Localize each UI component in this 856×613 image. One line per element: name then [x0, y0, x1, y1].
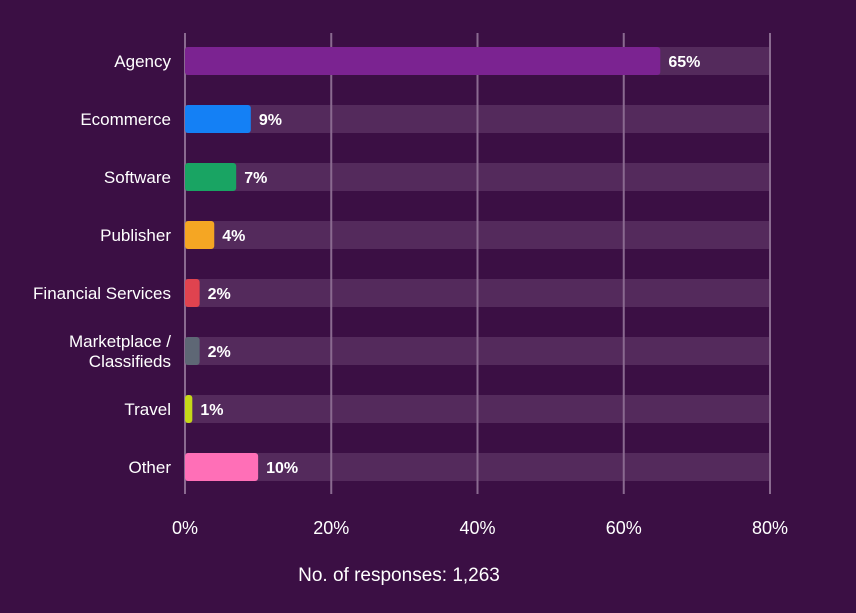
- value-label: 4%: [222, 228, 245, 245]
- x-tick-label: 40%: [459, 518, 495, 538]
- category-label: Other: [128, 458, 171, 477]
- gridlines: [184, 33, 771, 494]
- bar: [185, 453, 259, 481]
- bar: [185, 47, 661, 75]
- bars: [185, 47, 661, 481]
- value-label: 2%: [208, 286, 231, 303]
- value-label: 7%: [244, 170, 267, 187]
- x-tick-labels: 0% 20% 40% 60% 80%: [172, 518, 788, 538]
- bar: [185, 105, 251, 133]
- x-axis-label: No. of responses: 1,263: [298, 565, 500, 586]
- category-label: Travel: [124, 400, 171, 419]
- value-labels: 65% 9% 7% 4% 2% 2% 1% 10%: [200, 54, 700, 477]
- category-label: Ecommerce: [80, 110, 171, 129]
- bar: [185, 337, 200, 365]
- category-label: Publisher: [100, 226, 171, 245]
- bar: [185, 163, 237, 191]
- category-label: Agency: [114, 52, 171, 71]
- value-label: 2%: [208, 344, 231, 361]
- bar: [185, 395, 193, 423]
- bar: [185, 279, 200, 307]
- category-label: Marketplace / Classifieds: [69, 332, 171, 371]
- value-label: 65%: [668, 54, 700, 71]
- value-label: 9%: [259, 112, 282, 129]
- value-label: 1%: [200, 402, 223, 419]
- x-tick-label: 20%: [313, 518, 349, 538]
- x-tick-label: 60%: [606, 518, 642, 538]
- x-tick-label: 0%: [172, 518, 198, 538]
- value-label: 10%: [266, 460, 298, 477]
- x-tick-label: 80%: [752, 518, 788, 538]
- category-label: Financial Services: [33, 284, 171, 303]
- category-labels: Agency Ecommerce Software Publisher Financia…: [33, 52, 171, 477]
- bar: [185, 221, 215, 249]
- category-label: Software: [104, 168, 171, 187]
